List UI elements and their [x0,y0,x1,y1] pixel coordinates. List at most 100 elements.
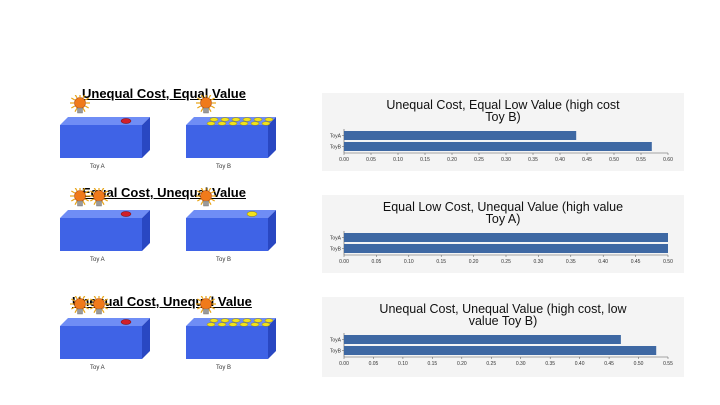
x-tick-label: 0.35 [528,157,538,163]
toy-a-label: Toy A [90,365,105,371]
bulb-base [96,200,102,207]
category-label: ToyB [330,144,342,150]
yellow-button [206,121,216,126]
category-label: ToyA [330,133,342,139]
x-tick-label: 0.25 [486,361,496,367]
bar-toyb [344,142,652,151]
x-tick-label: 0.35 [566,259,576,265]
toy-box-side [268,117,276,158]
toy-box-front [186,125,268,158]
category-label: ToyA [330,235,342,241]
yellow-button [261,121,271,126]
x-tick-label: 0.05 [369,361,379,367]
x-tick-label: 0.40 [598,259,608,265]
x-tick-label: 0.05 [372,259,382,265]
red-button [120,118,132,124]
light-rays-icon [89,296,109,314]
x-tick-label: 0.55 [663,361,673,367]
yellow-button [239,322,249,327]
toy-box-front [186,218,268,251]
yellow-button [261,322,271,327]
lightbulb-icon [93,190,105,202]
category-label: ToyA [330,337,342,343]
x-tick-label: 0.45 [582,157,592,163]
bulb-base [77,200,83,207]
chart-title-line: value Toy B) [469,314,538,328]
x-tick-label: 0.45 [631,259,641,265]
toy-b-label: Toy B [216,164,232,170]
lightbulb-icon [200,97,212,109]
toy-box-top [60,318,150,326]
x-tick-label: 0.35 [545,361,555,367]
toy-box-top [186,210,276,218]
toy-b-row-2 [186,188,276,251]
toy-b-row-3 [186,296,276,359]
light-rays-icon [89,188,109,206]
x-tick-label: 0.20 [447,157,457,163]
bar-chart-2: Equal Low Cost, Unequal Value (high valu… [330,200,673,265]
category-label: ToyB [330,348,342,354]
x-tick-label: 0.50 [609,157,619,163]
x-tick-label: 0.05 [366,157,376,163]
lightbulb-icon [200,190,212,202]
x-tick-label: 0.40 [575,361,585,367]
bulb-base [77,107,83,114]
toy-box-side [268,318,276,359]
condition-title-1: Unequal Cost, Equal Value [82,86,246,101]
toy-box-side [142,210,150,251]
yellow-button [250,121,260,126]
yellow-button [231,117,241,122]
yellow-button [220,318,230,323]
x-tick-label: 0.60 [663,157,673,163]
toy-a-row-3 [60,296,150,359]
light-rays-icon [70,95,90,113]
lightbulb-icon [74,298,86,310]
bar-chart-1: Unequal Cost, Equal Low Value (high cost… [330,98,673,163]
toy-box-front [186,326,268,359]
yellow-button [264,318,274,323]
chart-title-line: Toy A) [486,212,521,226]
toy-a-row-1 [60,95,150,158]
yellow-button [264,117,274,122]
x-tick-label: 0.15 [436,259,446,265]
yellow-button [228,322,238,327]
x-tick-label: 0.20 [469,259,479,265]
red-button [120,319,132,325]
x-tick-label: 0.55 [636,157,646,163]
yellow-button [209,318,219,323]
chart-title-line: Unequal Cost, Unequal Value (high cost, … [379,302,627,316]
bulb-base [203,107,209,114]
bar-toya [344,131,577,140]
x-tick-label: 0.45 [604,361,614,367]
yellow-button [217,322,227,327]
bar-toya [344,335,621,344]
yellow-button [253,117,263,122]
bulb-base [203,308,209,315]
bar-toyb [344,244,668,253]
bar-toya [344,233,668,242]
yellow-button [242,117,252,122]
yellow-button [217,121,227,126]
toy-box-side [142,318,150,359]
bulb-base [77,308,83,315]
yellow-button [239,121,249,126]
yellow-button [246,211,258,217]
x-tick-label: 0.30 [534,259,544,265]
toy-a-label: Toy A [90,257,105,263]
red-button [120,211,132,217]
toy-b-row-1 [186,95,276,158]
x-tick-label: 0.30 [501,157,511,163]
chart-title-line: Unequal Cost, Equal Low Value (high cost [386,98,620,112]
yellow-button [209,117,219,122]
yellow-button [253,318,263,323]
chart-title-line: Equal Low Cost, Unequal Value (high valu… [383,200,623,214]
x-tick-label: 0.50 [663,259,673,265]
x-tick-label: 0.10 [404,259,414,265]
x-tick-label: 0.10 [398,361,408,367]
lightbulb-icon [200,298,212,310]
x-tick-label: 0.40 [555,157,565,163]
x-tick-label: 0.15 [420,157,430,163]
bar-chart-3: Unequal Cost, Unequal Value (high cost, … [330,302,673,367]
x-tick-label: 0.50 [634,361,644,367]
x-tick-label: 0.10 [393,157,403,163]
